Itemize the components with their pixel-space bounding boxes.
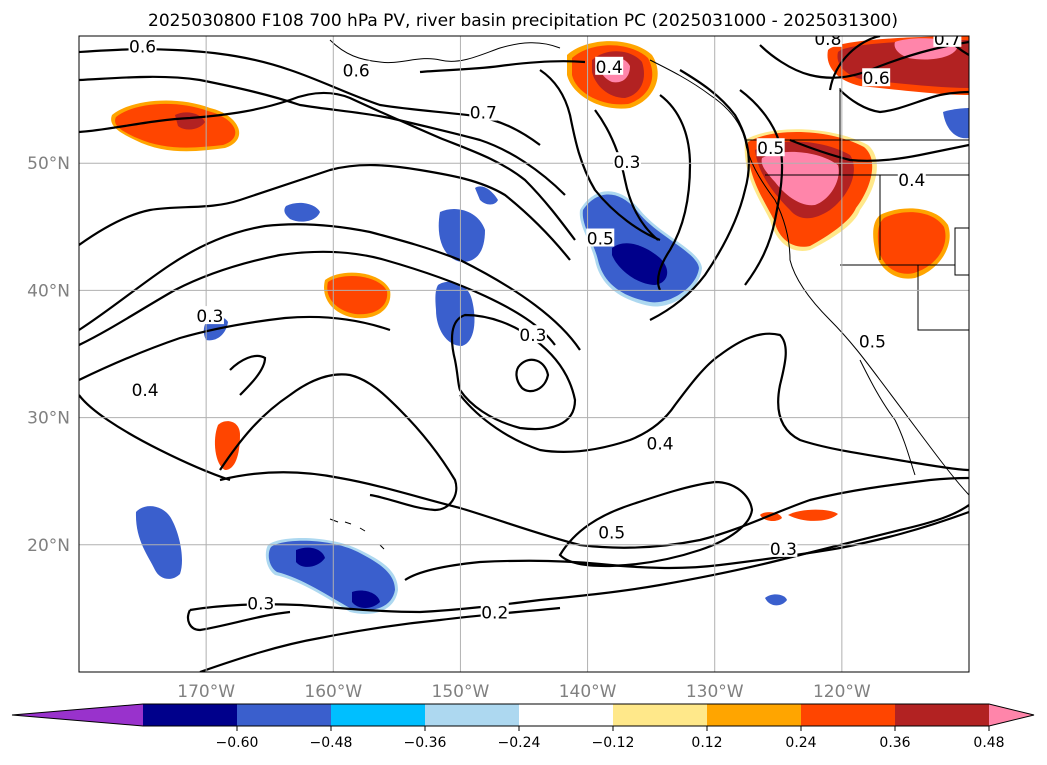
contour-labels: 0.6 0.6 0.7 0.4 0.3 0.5 0.8 0.6 0.7 0.5 0.4 0.3 0.3 0… xyxy=(128,30,962,623)
contour-label: 0.3 xyxy=(247,595,274,615)
contour-label: 0.3 xyxy=(770,540,797,560)
precip-cell-interior-west xyxy=(877,212,946,274)
contour-label-bg xyxy=(646,433,675,452)
contour-label: 0.4 xyxy=(132,381,159,401)
contour-label-bg xyxy=(469,102,498,121)
precip-cell-subtropical-east xyxy=(788,509,838,521)
contour-label-bg xyxy=(480,602,509,621)
y-tick-label: 20°N xyxy=(27,536,70,556)
colorbar-segment xyxy=(801,704,896,726)
precip-cell-negative-coast xyxy=(612,243,668,285)
contour-label: 0.6 xyxy=(863,69,890,89)
colorbar-segment xyxy=(613,704,708,726)
precip-cell-west-small xyxy=(214,421,240,470)
y-tick-label: 30°N xyxy=(27,409,70,429)
precip-cell-negative-small xyxy=(284,202,320,222)
precip-cell-negative-mid xyxy=(435,281,475,346)
precip-cell-negative-mid xyxy=(438,209,485,262)
colorbar-segment xyxy=(707,704,802,726)
colorbar-segment xyxy=(237,704,332,726)
contour-label-bg xyxy=(595,56,624,75)
precip-cell-subtropical-east xyxy=(760,512,782,522)
colorbar-tick-label: −0.48 xyxy=(310,735,353,751)
x-tick-label: 150°W xyxy=(432,682,490,702)
precip-cell-negative-southwest xyxy=(135,506,183,579)
contour-label-bg xyxy=(246,593,275,612)
contour-label-bg xyxy=(756,138,785,157)
colorbar-segment xyxy=(331,704,426,726)
precip-cell-mid-pacific xyxy=(327,275,388,315)
contour-label: 0.5 xyxy=(587,230,614,250)
precip-cell-negative-small xyxy=(475,186,498,205)
contour-label: 0.4 xyxy=(898,171,925,191)
contour-label-bg xyxy=(518,325,547,344)
contour-label: 0.5 xyxy=(598,523,625,543)
contour-label-bg xyxy=(195,306,224,325)
contour-label: 0.4 xyxy=(596,58,623,78)
contour-label-bg xyxy=(862,68,891,87)
precip-cell-pacific-northwest xyxy=(761,151,839,206)
contour-label: 0.4 xyxy=(647,434,674,454)
colorbar: −0.60 −0.48 −0.36 −0.24 −0.12 0.12 0.24 0.36 0.4… xyxy=(11,703,1035,751)
map-frame xyxy=(78,35,970,673)
colorbar-segment xyxy=(895,704,990,726)
precip-cell-negative-small xyxy=(943,108,969,139)
x-tick-label: 130°W xyxy=(686,682,744,702)
colorbar-tick-label: −0.24 xyxy=(498,735,541,751)
contour-label: 0.7 xyxy=(934,30,961,50)
map-gridlines xyxy=(79,36,969,672)
x-tick-label: 170°W xyxy=(177,682,235,702)
precip-cell-negative-small xyxy=(765,594,787,606)
contour-label-bg xyxy=(612,152,641,171)
contour-label-bg xyxy=(933,36,962,47)
colorbar-tick-label: 0.12 xyxy=(691,735,722,751)
contour-label-bg xyxy=(813,36,842,47)
contour-label-bg xyxy=(131,379,160,398)
y-tick-label: 50°N xyxy=(27,154,70,174)
contour-label: 0.3 xyxy=(519,326,546,346)
y-tick-label: 40°N xyxy=(27,281,70,301)
x-tick-label: 140°W xyxy=(559,682,617,702)
colorbar-tick-label: 0.36 xyxy=(879,735,910,751)
contour-label-bg xyxy=(586,228,615,247)
colorbar-outline xyxy=(11,703,1035,727)
colorbar-segment xyxy=(519,704,614,726)
contour-label: 0.6 xyxy=(343,62,370,82)
colorbar-tick-label: 0.48 xyxy=(973,735,1004,751)
precip-cell-negative-hawaii xyxy=(352,590,380,608)
contour-label-bg xyxy=(858,331,887,350)
pv-contours xyxy=(79,36,969,672)
contour-label: 0.2 xyxy=(481,603,508,623)
contour-label: 0.5 xyxy=(757,139,784,159)
colorbar-tick-label: −0.60 xyxy=(216,735,259,751)
contour-label-bg xyxy=(597,522,626,541)
precip-cell-negative-hawaii xyxy=(296,547,325,567)
contour-label: 0.6 xyxy=(129,37,156,57)
contour-label: 0.3 xyxy=(196,307,223,327)
y-axis: 20°N 30°N 40°N 50°N xyxy=(27,154,70,556)
contour-label-bg xyxy=(769,538,798,557)
colorbar-segment xyxy=(143,704,238,726)
x-tick-label: 120°W xyxy=(813,682,871,702)
contour-label-bg xyxy=(897,170,926,189)
contour-label-bg xyxy=(342,60,371,79)
colorbar-extend-high xyxy=(989,704,1034,726)
x-tick-label: 160°W xyxy=(304,682,362,702)
contour-label: 0.3 xyxy=(613,153,640,173)
contour-label: 0.7 xyxy=(470,104,497,124)
x-axis: 170°W 160°W 150°W 140°W 130°W 120°W xyxy=(177,682,871,702)
colorbar-segment xyxy=(425,704,520,726)
colorbar-tick-label: −0.12 xyxy=(592,735,635,751)
colorbar-tick-label: 0.24 xyxy=(785,735,816,751)
chart-title: 2025030800 F108 700 hPa PV, river basin … xyxy=(148,11,898,31)
precip-cell-aleutian xyxy=(115,103,236,148)
contour-label-bg xyxy=(128,36,157,55)
colorbar-extend-low xyxy=(12,704,143,726)
map-panel: 0.6 0.6 0.7 0.4 0.3 0.5 0.8 0.6 0.7 0.5 0.4 0.3 0.3 0… xyxy=(79,30,969,672)
contour-label: 0.8 xyxy=(814,30,841,50)
contour-label: 0.5 xyxy=(859,333,886,353)
colorbar-tick-label: −0.36 xyxy=(404,735,447,751)
